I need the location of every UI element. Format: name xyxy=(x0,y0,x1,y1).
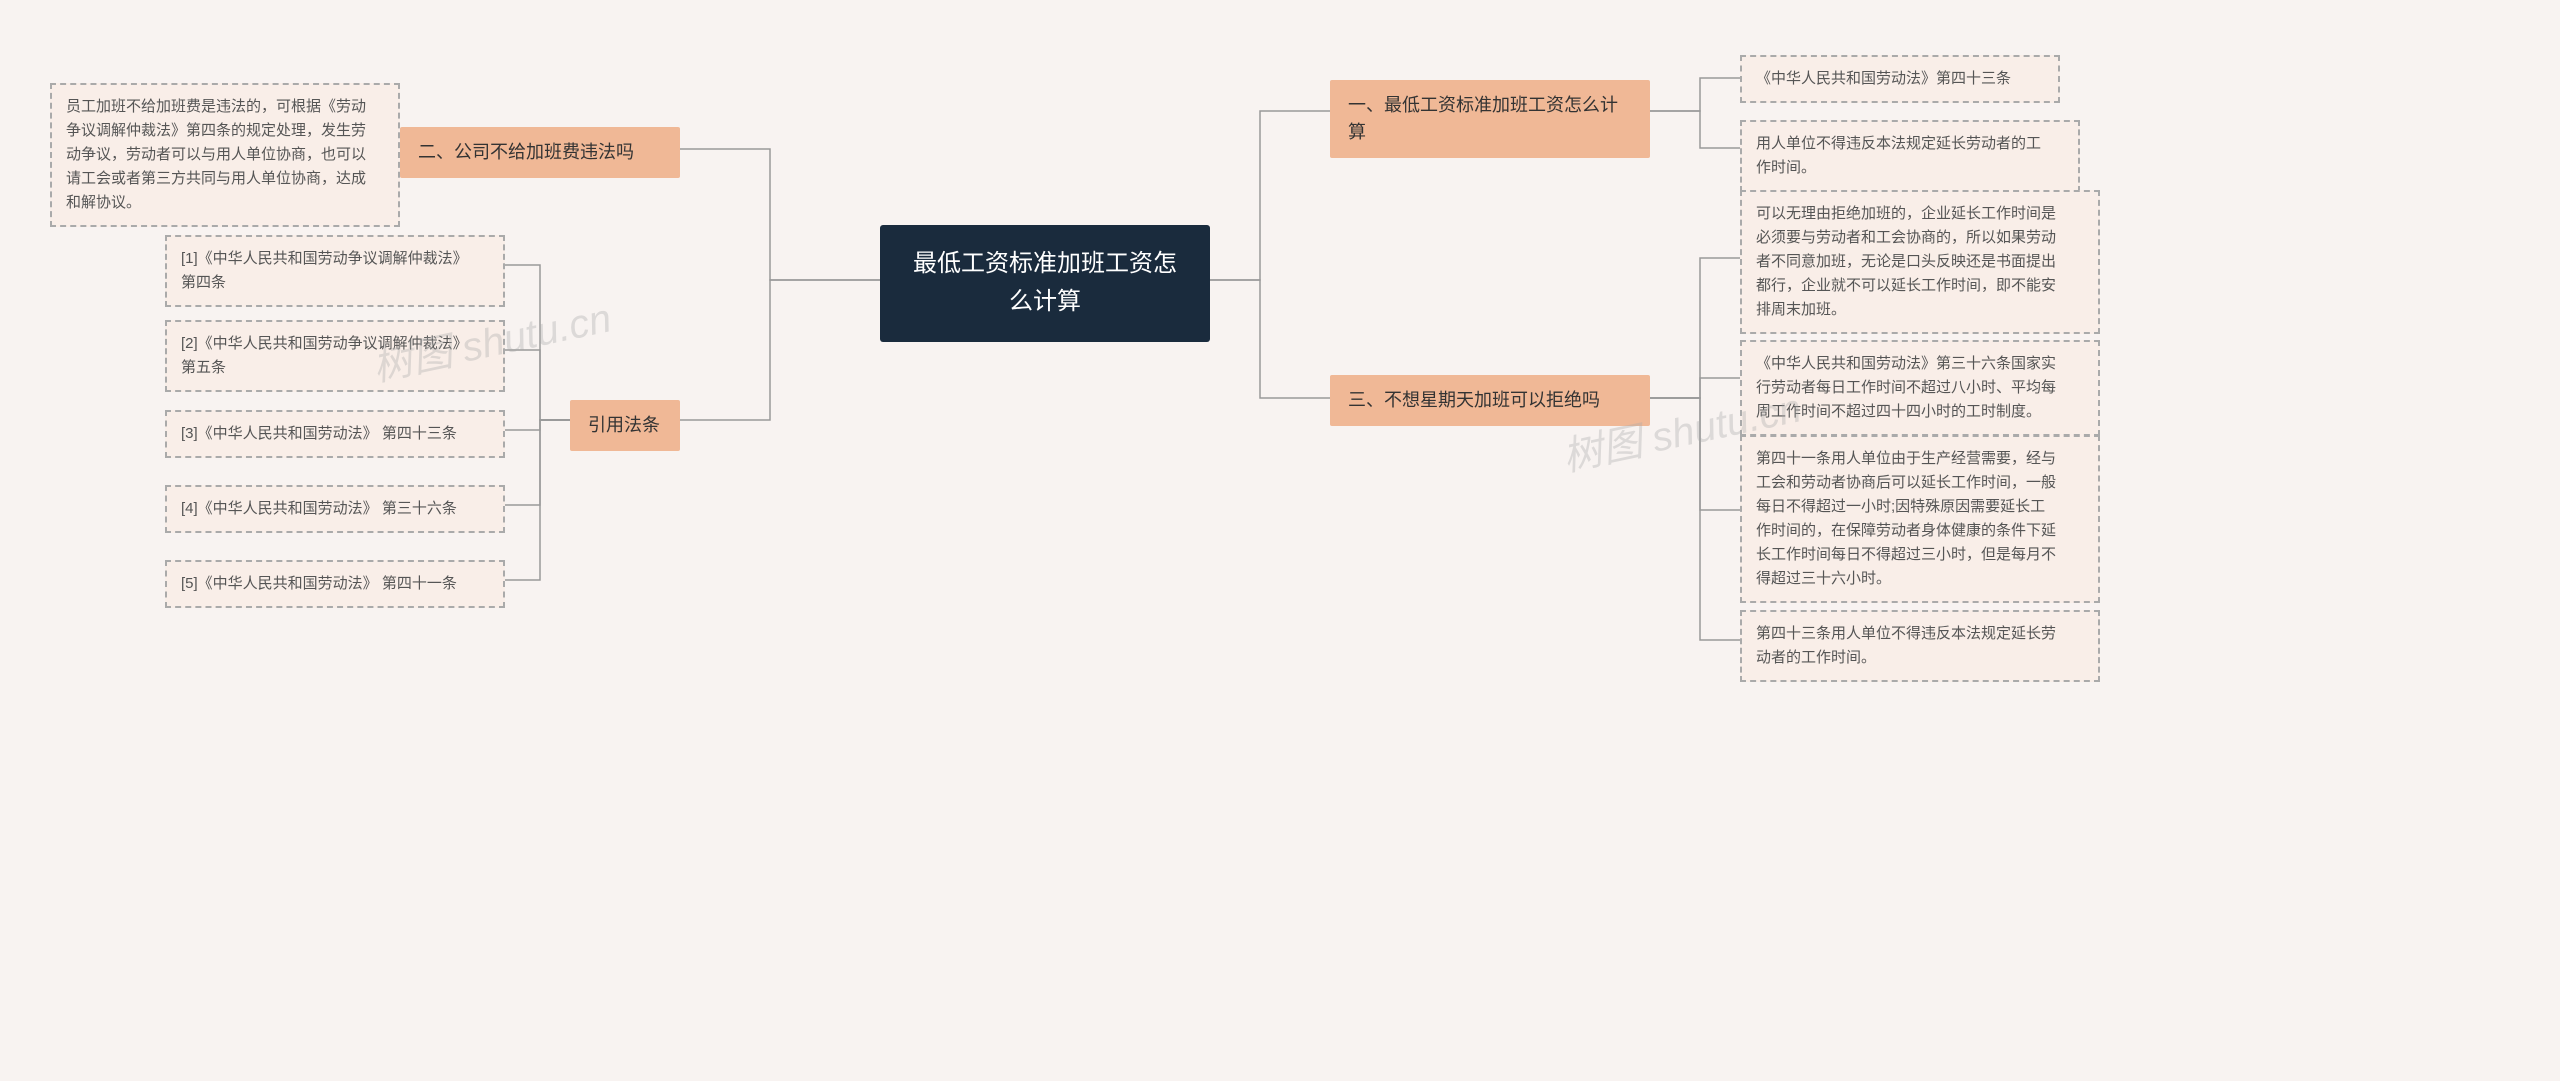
leaf-text: [5]《中华人民共和国劳动法》 第四十一条 xyxy=(181,575,457,592)
leaf-text: 《中华人民共和国劳动法》第四十三条 xyxy=(1756,70,2011,87)
leaf-text: [4]《中华人民共和国劳动法》 第三十六条 xyxy=(181,500,457,517)
branch-3-label: 三、不想星期天加班可以拒绝吗 xyxy=(1348,390,1600,410)
branch-ref-leaf-2: [2]《中华人民共和国劳动争议调解仲裁法》第五条 xyxy=(165,320,505,392)
branch-1-leaf-2: 用人单位不得违反本法规定延长劳动者的工作时间。 xyxy=(1740,120,2080,192)
leaf-text: 可以无理由拒绝加班的，企业延长工作时间是必须要与劳动者和工会协商的，所以如果劳动… xyxy=(1756,205,2056,318)
leaf-text: [3]《中华人民共和国劳动法》 第四十三条 xyxy=(181,425,457,442)
branch-ref-leaf-5: [5]《中华人民共和国劳动法》 第四十一条 xyxy=(165,560,505,608)
center-node: 最低工资标准加班工资怎么计算 xyxy=(880,225,1210,342)
branch-1-leaf-1: 《中华人民共和国劳动法》第四十三条 xyxy=(1740,55,2060,103)
branch-3: 三、不想星期天加班可以拒绝吗 xyxy=(1330,375,1650,426)
branch-ref-leaf-4: [4]《中华人民共和国劳动法》 第三十六条 xyxy=(165,485,505,533)
branch-2: 二、公司不给加班费违法吗 xyxy=(400,127,680,178)
branch-3-leaf-2: 《中华人民共和国劳动法》第三十六条国家实行劳动者每日工作时间不超过八小时、平均每… xyxy=(1740,340,2100,436)
leaf-text: [2]《中华人民共和国劳动争议调解仲裁法》第五条 xyxy=(181,335,468,376)
branch-1: 一、最低工资标准加班工资怎么计算 xyxy=(1330,80,1650,158)
leaf-text: 《中华人民共和国劳动法》第三十六条国家实行劳动者每日工作时间不超过八小时、平均每… xyxy=(1756,355,2056,420)
branch-ref-leaf-1: [1]《中华人民共和国劳动争议调解仲裁法》第四条 xyxy=(165,235,505,307)
branch-1-label: 一、最低工资标准加班工资怎么计算 xyxy=(1348,95,1618,142)
branch-3-leaf-3: 第四十一条用人单位由于生产经营需要，经与工会和劳动者协商后可以延长工作时间，一般… xyxy=(1740,435,2100,603)
branch-ref: 引用法条 xyxy=(570,400,680,451)
branch-2-label: 二、公司不给加班费违法吗 xyxy=(418,142,634,162)
branch-ref-leaf-3: [3]《中华人民共和国劳动法》 第四十三条 xyxy=(165,410,505,458)
branch-3-leaf-4: 第四十三条用人单位不得违反本法规定延长劳动者的工作时间。 xyxy=(1740,610,2100,682)
leaf-text: 用人单位不得违反本法规定延长劳动者的工作时间。 xyxy=(1756,135,2041,176)
leaf-text: 员工加班不给加班费是违法的，可根据《劳动争议调解仲裁法》第四条的规定处理，发生劳… xyxy=(66,98,366,211)
leaf-text: 第四十三条用人单位不得违反本法规定延长劳动者的工作时间。 xyxy=(1756,625,2056,666)
center-title: 最低工资标准加班工资怎么计算 xyxy=(913,250,1177,315)
branch-3-leaf-1: 可以无理由拒绝加班的，企业延长工作时间是必须要与劳动者和工会协商的，所以如果劳动… xyxy=(1740,190,2100,334)
branch-2-leaf: 员工加班不给加班费是违法的，可根据《劳动争议调解仲裁法》第四条的规定处理，发生劳… xyxy=(50,83,400,227)
branch-ref-label: 引用法条 xyxy=(588,415,660,435)
leaf-text: 第四十一条用人单位由于生产经营需要，经与工会和劳动者协商后可以延长工作时间，一般… xyxy=(1756,450,2056,587)
leaf-text: [1]《中华人民共和国劳动争议调解仲裁法》第四条 xyxy=(181,250,468,291)
